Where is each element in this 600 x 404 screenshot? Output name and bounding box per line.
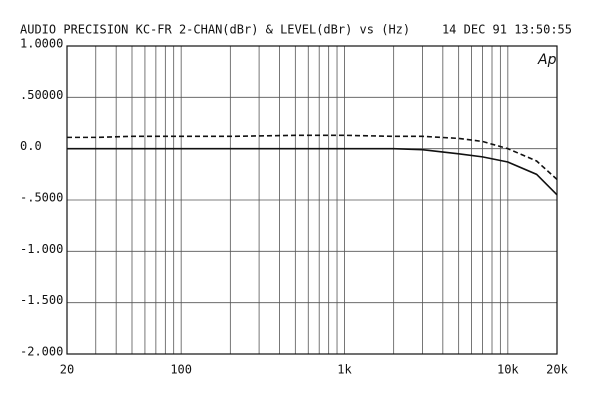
x-tick-label: 1k	[337, 363, 352, 377]
y-tick-label: .50000	[20, 88, 63, 102]
y-tick-label: -.5000	[20, 191, 63, 205]
y-tick-label: -2.000	[20, 345, 63, 359]
y-tick-label: 1.0000	[20, 37, 63, 51]
x-tick-label: 100	[170, 363, 192, 377]
y-tick-label: 0.0	[20, 139, 42, 153]
logo: Ap	[537, 52, 557, 68]
data-line	[67, 147, 558, 196]
y-tick-label: -1.000	[20, 242, 63, 256]
y-tick-label: -1.500	[20, 293, 63, 307]
timestamp: 14 DEC 91 13:50:55	[442, 23, 572, 37]
x-tick-label: 10k	[497, 363, 519, 377]
plot-frame	[66, 45, 558, 355]
data-line	[67, 134, 558, 181]
x-tick-label: 20k	[546, 363, 568, 377]
x-tick-label: 20	[60, 363, 74, 377]
chart-title: AUDIO PRECISION KC-FR 2-CHAN(dBr) & LEVE…	[20, 23, 410, 37]
